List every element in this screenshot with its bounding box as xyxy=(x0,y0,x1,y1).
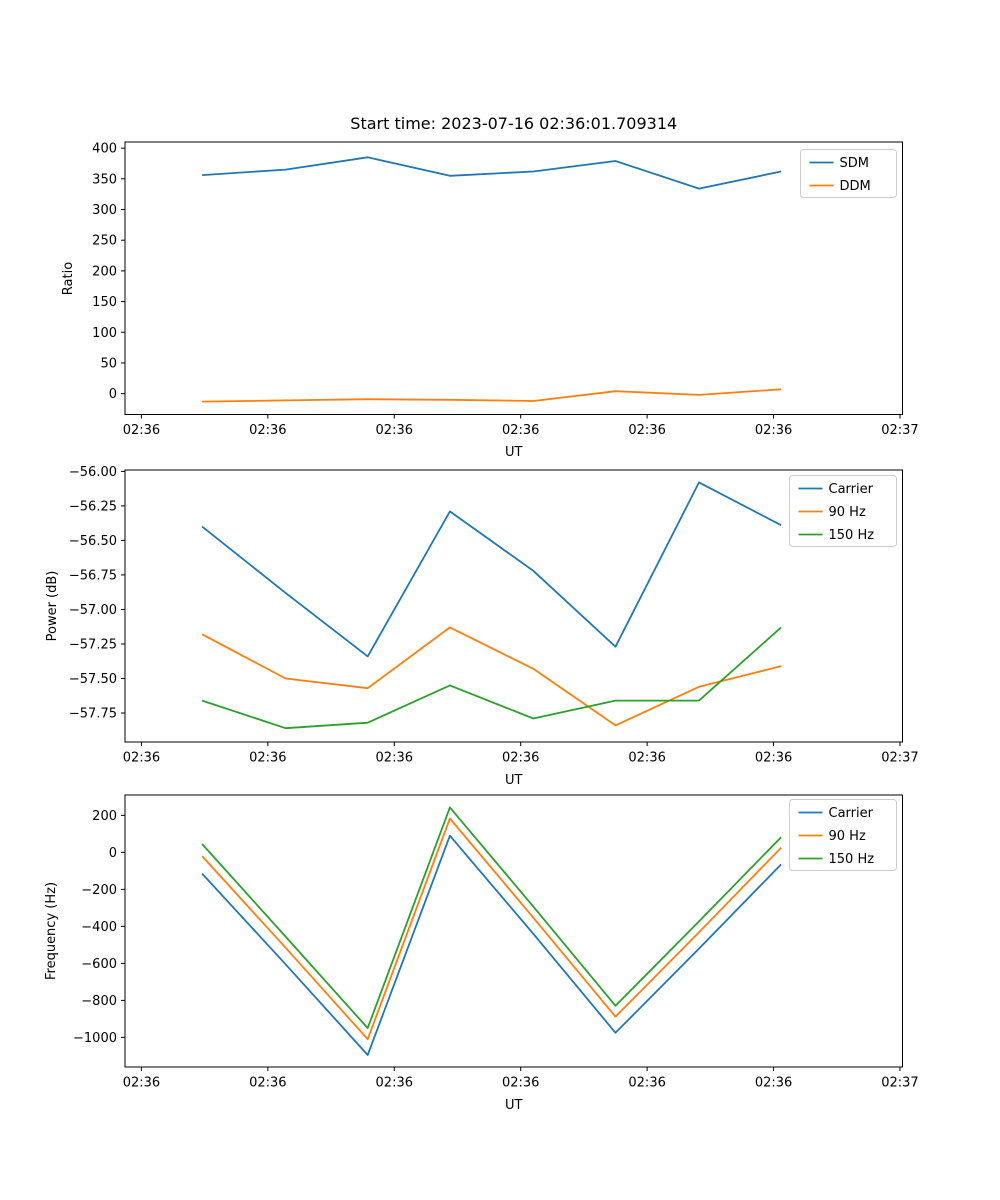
axes-spines xyxy=(124,469,903,743)
x-tick-label: 02:37 xyxy=(881,423,918,438)
legend-label-ddm: DDM xyxy=(840,179,871,194)
y-tick-label: −56.75 xyxy=(69,568,117,583)
y-tick-label: 100 xyxy=(92,326,117,341)
x-tick-label: 02:36 xyxy=(628,1076,665,1091)
x-tick-label: 02:36 xyxy=(376,1076,413,1091)
legend-box xyxy=(789,799,897,871)
y-tick-label: 300 xyxy=(92,203,117,218)
y-tick-label: −57.25 xyxy=(69,637,117,652)
legend-label-carrier: Carrier xyxy=(829,482,874,497)
series-line-carrier xyxy=(201,481,782,658)
x-tick-label: 02:36 xyxy=(249,751,286,766)
power-y-axis-label: Power (dB) xyxy=(45,571,60,642)
ratio-plot: 02:36 02:36 02:36 02:36 02:36 02:36 02:37 0 50 10… xyxy=(92,141,919,438)
x-tick-label: 02:36 xyxy=(376,751,413,766)
y-tick-label: −57.00 xyxy=(69,603,117,618)
y-tick-label: −56.50 xyxy=(69,534,117,549)
x-tick-label: 02:36 xyxy=(123,1076,160,1091)
series-line-150-hz xyxy=(201,626,782,730)
series-line-150-hz xyxy=(201,806,782,1029)
power-plot: 02:36 02:36 02:36 02:36 02:36 02:36 02:37 −56.0… xyxy=(69,465,919,766)
x-tick-label: 02:36 xyxy=(123,423,160,438)
ratio-y-axis-label: Ratio xyxy=(61,262,76,295)
x-tick-label: 02:36 xyxy=(249,423,286,438)
y-tick-label: 150 xyxy=(92,295,117,310)
x-tick-label: 02:36 xyxy=(123,751,160,766)
x-tick-label: 02:36 xyxy=(502,751,539,766)
frequency-y-axis-label: Frequency (Hz) xyxy=(44,882,59,980)
y-tick-label: −56.00 xyxy=(69,465,117,480)
y-tick-label: 0 xyxy=(109,846,117,861)
x-tick-label: 02:36 xyxy=(502,423,539,438)
series-line-ddm xyxy=(202,388,782,403)
y-tick-label: 50 xyxy=(100,356,117,371)
series-line-90-hz xyxy=(201,817,782,1041)
x-tick-label: 02:36 xyxy=(249,1076,286,1091)
y-tick-label: 400 xyxy=(92,142,117,157)
legend-box xyxy=(789,475,897,547)
x-tick-label: 02:37 xyxy=(881,751,918,766)
frequency-plot: 02:36 02:36 02:36 02:36 02:36 02:36 02:37 200 0 −… xyxy=(73,794,919,1091)
axes-spines xyxy=(124,141,903,415)
x-tick-label: 02:36 xyxy=(628,751,665,766)
x-tick-label: 02:36 xyxy=(755,1076,792,1091)
ratio-x-axis-label: UT xyxy=(505,445,523,460)
power-x-axis-label: UT xyxy=(505,773,523,788)
x-tick-label: 02:36 xyxy=(502,1076,539,1091)
y-tick-label: −600 xyxy=(81,957,117,972)
axes-spines xyxy=(124,794,903,1068)
y-tick-label: 200 xyxy=(92,264,117,279)
x-tick-label: 02:37 xyxy=(881,1076,918,1091)
y-tick-label: −57.75 xyxy=(69,707,117,722)
x-tick-label: 02:36 xyxy=(628,423,665,438)
legend-label-sdm: SDM xyxy=(840,156,869,171)
series-line-carrier xyxy=(201,834,782,1056)
y-tick-label: 350 xyxy=(92,172,117,187)
series-line-90-hz xyxy=(201,626,782,727)
figure-title: Start time: 2023-07-16 02:36:01.709314 xyxy=(350,114,677,133)
legend-label-90-hz: 90 Hz xyxy=(829,829,866,844)
frequency-x-axis-label: UT xyxy=(505,1098,523,1113)
y-tick-label: 250 xyxy=(92,234,117,249)
y-tick-label: 0 xyxy=(109,387,117,402)
series-line-sdm xyxy=(202,156,782,190)
legend-label-150-hz: 150 Hz xyxy=(829,852,875,867)
y-tick-label: −800 xyxy=(81,994,117,1009)
legend-label-150-hz: 150 Hz xyxy=(829,528,875,543)
x-tick-label: 02:36 xyxy=(755,423,792,438)
y-tick-label: −200 xyxy=(81,883,117,898)
y-tick-label: −1000 xyxy=(73,1031,117,1046)
legend-label-carrier: Carrier xyxy=(829,806,874,821)
y-tick-label: −57.50 xyxy=(69,672,117,687)
legend-label-90-hz: 90 Hz xyxy=(829,505,866,520)
y-tick-label: 200 xyxy=(92,809,117,824)
x-tick-label: 02:36 xyxy=(376,423,413,438)
y-tick-label: −400 xyxy=(81,920,117,935)
y-tick-label: −56.25 xyxy=(69,499,117,514)
x-tick-label: 02:36 xyxy=(755,751,792,766)
